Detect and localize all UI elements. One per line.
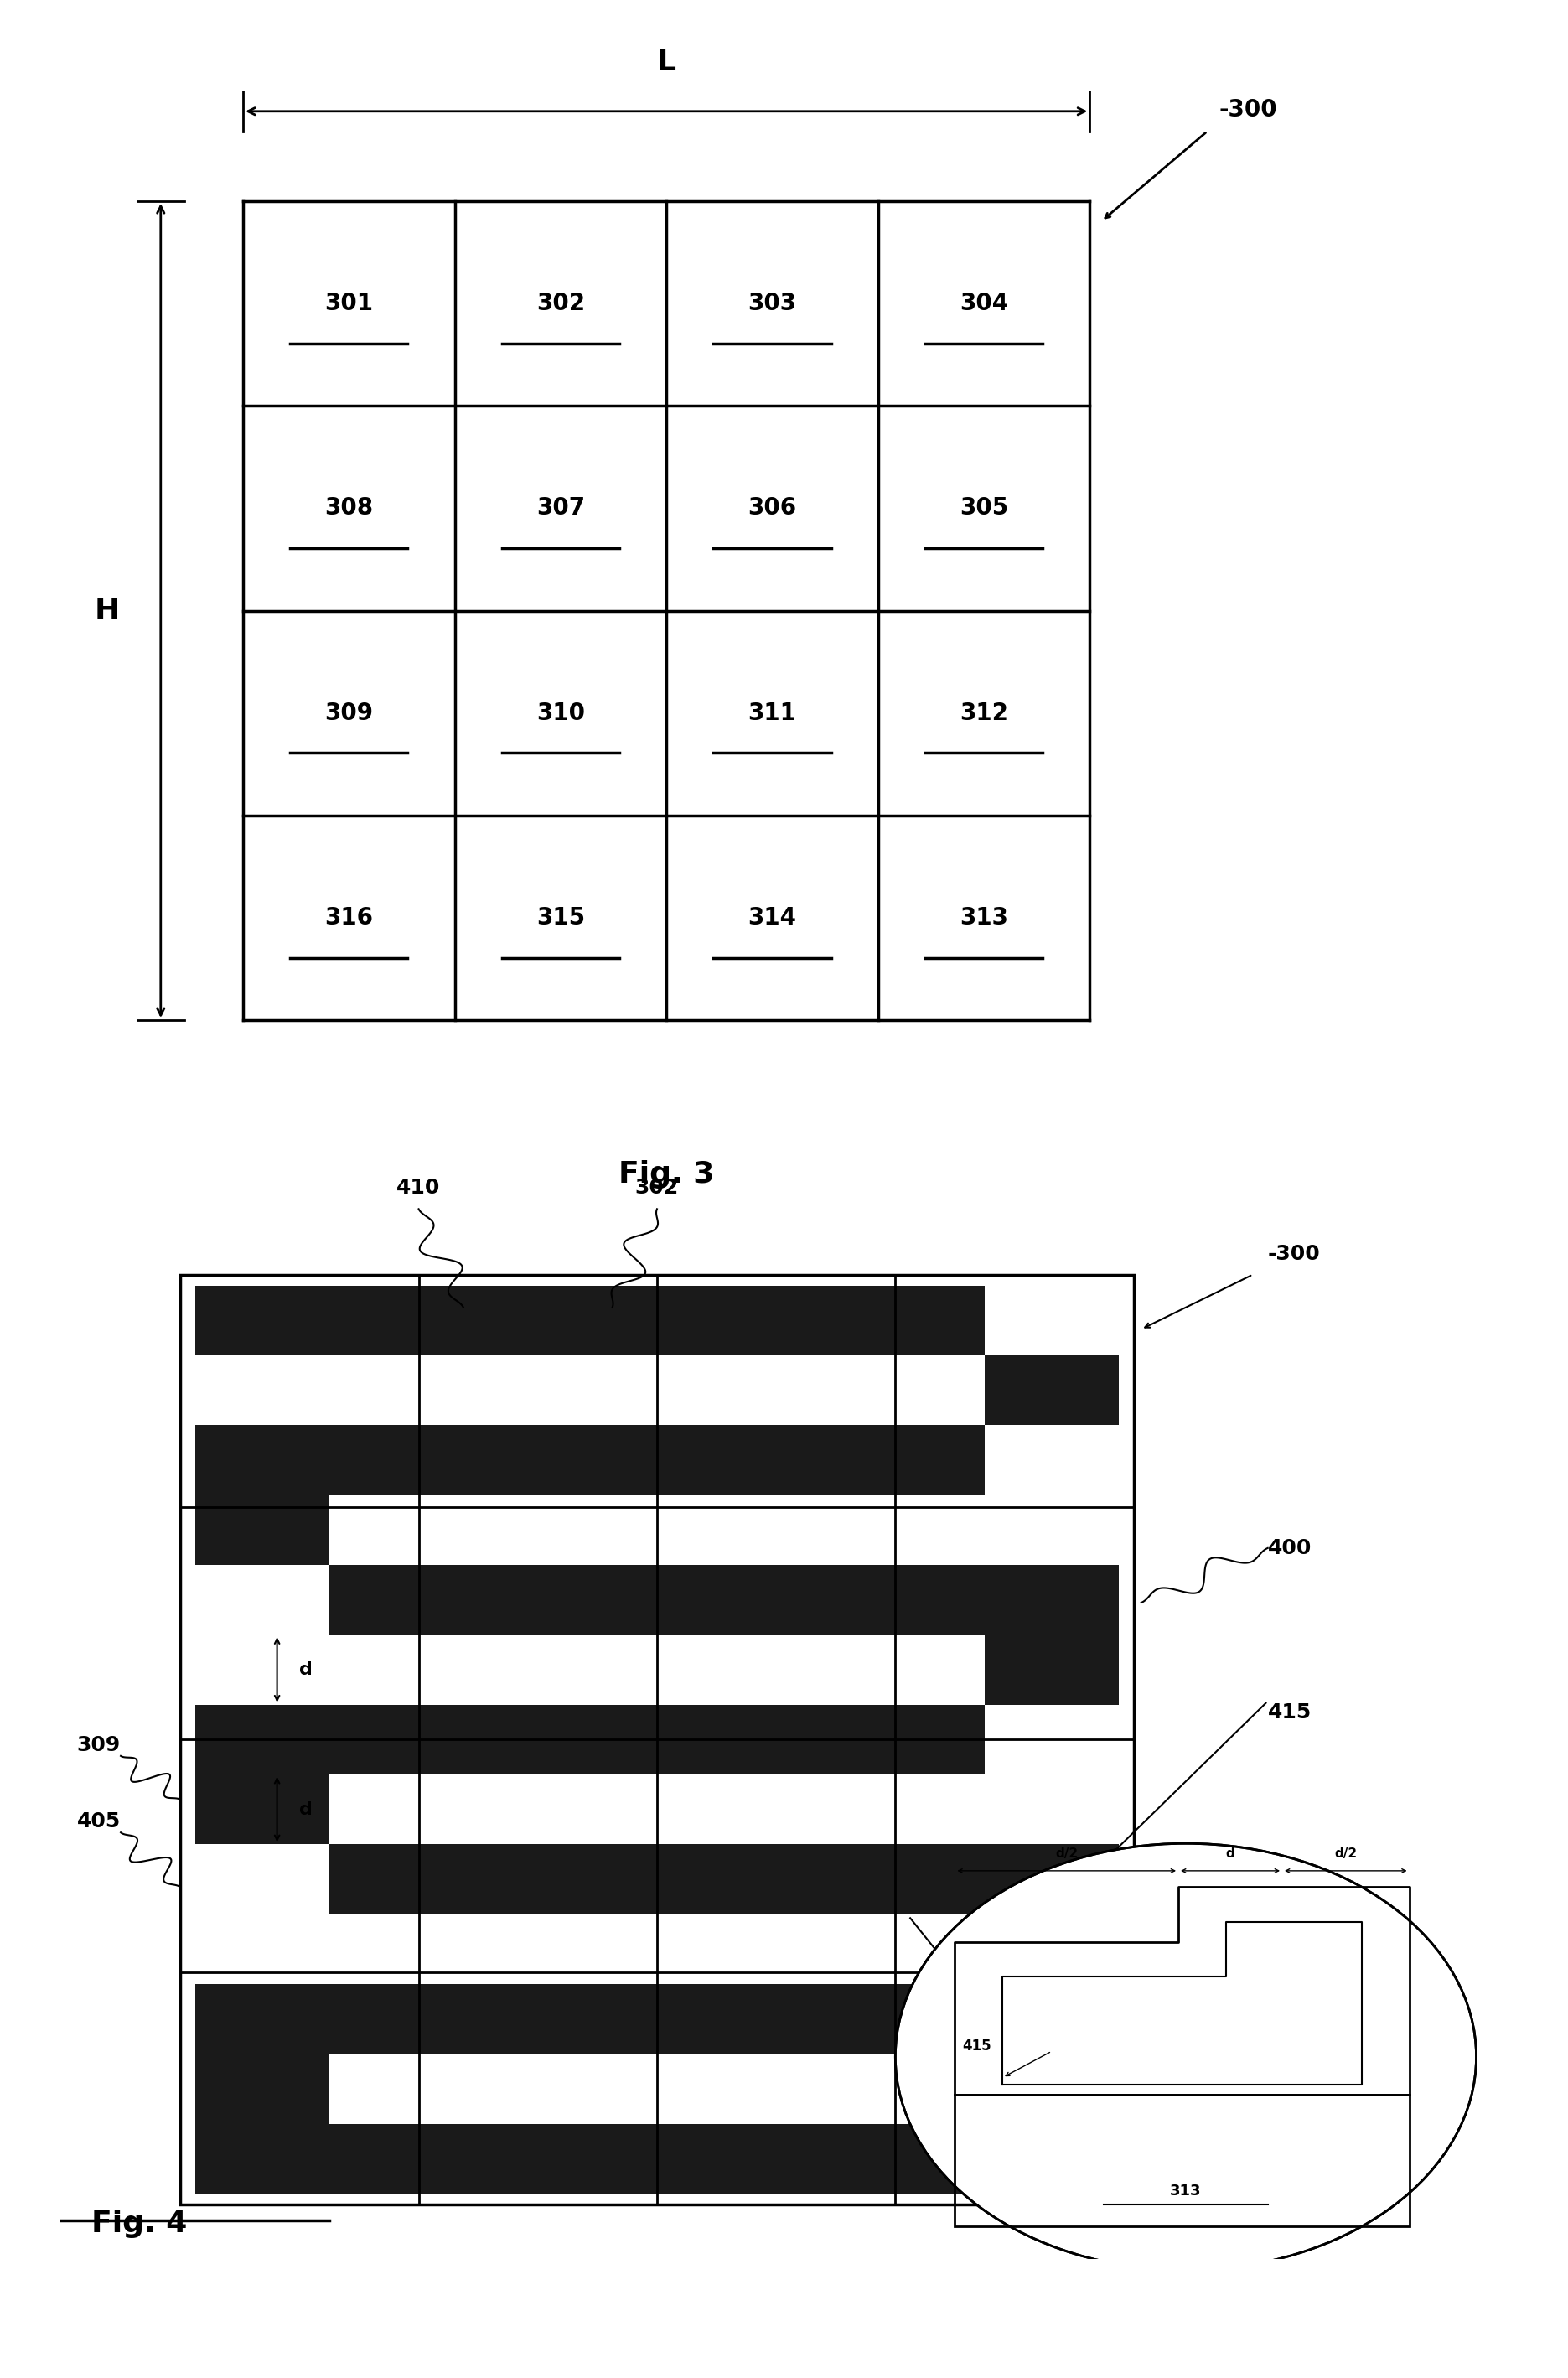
Text: 311: 311 (748, 702, 797, 725)
Text: 307: 307 (536, 497, 585, 521)
Bar (985, 1286, 1118, 1355)
Text: 314: 314 (748, 906, 797, 930)
Bar (194, 1286, 1118, 2193)
Text: Fig. 3: Fig. 3 (618, 1160, 715, 1189)
Bar (955, 2095, 1410, 2226)
Text: 302: 302 (536, 292, 585, 316)
Text: 313: 313 (1170, 2183, 1201, 2200)
Text: 316: 316 (325, 906, 373, 930)
Text: 301: 301 (325, 292, 373, 316)
Text: 305: 305 (960, 497, 1008, 521)
Text: 302: 302 (635, 1177, 679, 1199)
Text: d: d (1226, 1848, 1236, 1860)
Bar (329, 1774, 1118, 1845)
Circle shape (895, 1843, 1475, 2271)
Text: 315: 315 (536, 906, 585, 930)
Text: 415: 415 (1267, 1703, 1311, 1722)
Text: 313: 313 (960, 906, 1008, 930)
Bar (1118, 1275, 1134, 2204)
Bar (180, 1275, 194, 2204)
Bar (194, 1565, 329, 1634)
Text: 303: 303 (748, 292, 797, 316)
Text: L: L (657, 48, 676, 76)
Text: 304: 304 (960, 292, 1008, 316)
Text: -300: -300 (1220, 97, 1278, 121)
Bar (194, 1275, 1118, 1286)
Bar (194, 1914, 985, 1983)
Text: Fig. 4: Fig. 4 (91, 2209, 187, 2238)
Bar (180, 1275, 1134, 2204)
Text: 415: 415 (963, 2038, 991, 2052)
Text: d: d (299, 1800, 312, 1817)
Text: 400: 400 (1267, 1539, 1311, 1558)
Bar (194, 2193, 1118, 2204)
Text: 312: 312 (960, 702, 1008, 725)
Text: 310: 310 (536, 702, 585, 725)
Bar (985, 1424, 1118, 1496)
Text: -300: -300 (1267, 1244, 1320, 1263)
Bar (194, 1845, 329, 1914)
Text: d/2: d/2 (1055, 1848, 1077, 1860)
Bar (985, 1705, 1118, 1774)
Text: 309: 309 (325, 702, 373, 725)
Text: 410: 410 (397, 1177, 441, 1199)
Text: 309: 309 (77, 1736, 121, 1755)
Bar (194, 1634, 985, 1705)
Text: H: H (94, 597, 119, 625)
Bar (194, 1355, 985, 1424)
Bar (329, 1496, 1118, 1565)
Bar (180, 1275, 1134, 2204)
Text: d: d (299, 1662, 312, 1679)
Text: 306: 306 (748, 497, 797, 521)
Text: 308: 308 (325, 497, 373, 521)
Text: d/2: d/2 (1334, 1848, 1358, 1860)
Text: 405: 405 (77, 1812, 121, 1831)
Bar (985, 1983, 1118, 2055)
Bar (329, 2055, 1118, 2124)
